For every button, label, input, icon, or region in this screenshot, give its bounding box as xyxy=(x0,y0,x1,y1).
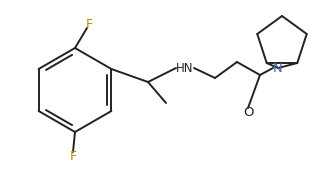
Text: HN: HN xyxy=(176,62,194,74)
Text: N: N xyxy=(273,62,283,74)
Text: F: F xyxy=(85,18,93,30)
Text: F: F xyxy=(69,149,77,163)
Text: O: O xyxy=(243,107,253,120)
